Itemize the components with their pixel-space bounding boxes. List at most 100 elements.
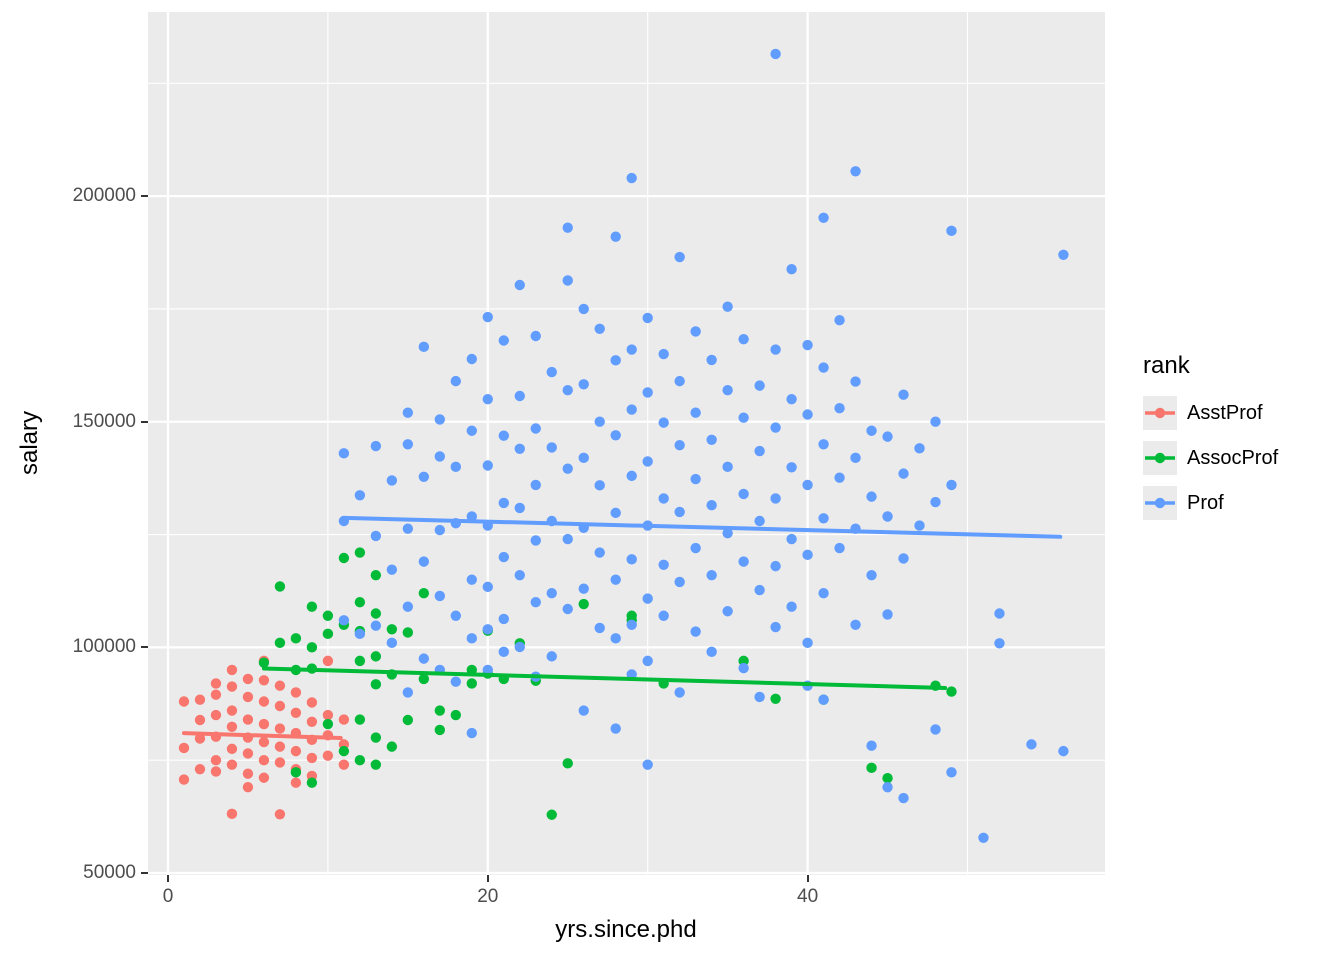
data-point-AsstProf bbox=[226, 705, 238, 716]
data-point-Prof bbox=[370, 530, 382, 542]
data-point-AsstProf bbox=[210, 678, 222, 689]
data-point-AsstProf bbox=[258, 736, 270, 748]
data-point-Prof bbox=[610, 507, 621, 519]
data-point-AssocProf bbox=[290, 633, 302, 644]
data-point-Prof bbox=[706, 500, 717, 511]
data-point-AsstProf bbox=[306, 697, 318, 708]
data-point-Prof bbox=[594, 323, 605, 334]
x-tick-mark bbox=[806, 875, 809, 882]
data-point-AsstProf bbox=[274, 723, 286, 734]
data-point-AsstProf bbox=[226, 743, 238, 755]
data-point-Prof bbox=[674, 506, 685, 518]
data-point-Prof bbox=[786, 393, 797, 405]
data-point-Prof bbox=[498, 430, 509, 441]
data-point-Prof bbox=[898, 553, 909, 564]
data-point-Prof bbox=[722, 606, 733, 617]
data-point-Prof bbox=[818, 362, 829, 373]
data-point-Prof bbox=[802, 549, 813, 561]
data-point-Prof bbox=[562, 222, 573, 233]
data-point-Prof bbox=[770, 493, 781, 504]
data-point-Prof bbox=[754, 584, 765, 596]
data-point-Prof bbox=[466, 574, 477, 585]
data-point-Prof bbox=[850, 619, 861, 630]
legend-key-icon bbox=[1143, 486, 1177, 520]
data-point-Prof bbox=[546, 651, 557, 662]
data-point-AssocProf bbox=[386, 624, 398, 635]
data-point-Prof bbox=[642, 387, 653, 398]
data-point-Prof bbox=[930, 496, 941, 508]
data-point-AsstProf bbox=[274, 700, 286, 712]
data-point-AssocProf bbox=[402, 627, 414, 638]
data-point-Prof bbox=[946, 225, 957, 237]
data-point-Prof bbox=[1058, 745, 1069, 757]
data-point-Prof bbox=[562, 384, 573, 396]
data-point-AssocProf bbox=[370, 732, 382, 743]
data-point-Prof bbox=[610, 723, 621, 734]
data-point-Prof bbox=[882, 511, 893, 522]
data-point-Prof bbox=[690, 542, 701, 554]
data-point-AssocProf bbox=[562, 758, 573, 769]
data-point-Prof bbox=[738, 662, 749, 674]
data-point-AsstProf bbox=[226, 808, 238, 820]
data-point-Prof bbox=[610, 633, 621, 644]
data-point-Prof bbox=[610, 430, 621, 441]
data-point-AssocProf bbox=[322, 628, 334, 640]
data-point-Prof bbox=[898, 468, 909, 479]
data-point-Prof bbox=[530, 423, 541, 434]
y-tick-mark bbox=[141, 420, 148, 423]
data-point-Prof bbox=[482, 460, 493, 471]
data-point-Prof bbox=[610, 355, 621, 366]
data-point-AsstProf bbox=[194, 763, 206, 775]
data-point-Prof bbox=[834, 402, 845, 414]
data-point-Prof bbox=[466, 727, 477, 739]
data-point-AsstProf bbox=[290, 745, 302, 757]
data-point-Prof bbox=[642, 312, 653, 324]
y-tick-mark bbox=[141, 646, 148, 649]
data-point-Prof bbox=[514, 569, 525, 581]
data-point-AssocProf bbox=[866, 762, 877, 774]
data-point-Prof bbox=[786, 462, 797, 473]
legend-label: AsstProf bbox=[1187, 401, 1263, 424]
data-point-Prof bbox=[994, 608, 1005, 619]
data-point-Prof bbox=[642, 655, 653, 667]
data-point-Prof bbox=[514, 641, 525, 653]
data-point-Prof bbox=[850, 452, 861, 464]
data-point-AsstProf bbox=[210, 766, 222, 777]
data-point-AssocProf bbox=[434, 705, 446, 716]
data-point-Prof bbox=[802, 479, 813, 491]
data-point-AsstProf bbox=[290, 687, 302, 698]
data-point-AssocProf bbox=[354, 597, 366, 608]
data-point-AssocProf bbox=[946, 686, 957, 697]
data-point-AssocProf bbox=[354, 655, 366, 667]
data-point-Prof bbox=[482, 311, 493, 323]
data-point-Prof bbox=[514, 390, 525, 402]
data-point-AsstProf bbox=[290, 707, 302, 718]
x-tick-mark bbox=[486, 875, 489, 882]
data-point-Prof bbox=[738, 488, 749, 500]
data-point-Prof bbox=[466, 425, 477, 436]
data-point-Prof bbox=[786, 533, 797, 545]
data-point-Prof bbox=[706, 354, 717, 366]
data-point-Prof bbox=[626, 404, 637, 415]
data-point-AssocProf bbox=[306, 777, 318, 788]
data-point-Prof bbox=[434, 414, 446, 425]
data-point-AssocProf bbox=[418, 673, 430, 685]
data-point-Prof bbox=[514, 443, 525, 455]
data-point-Prof bbox=[578, 379, 589, 390]
data-point-AsstProf bbox=[322, 655, 334, 667]
legend: rank AsstProf AssocProf Prof bbox=[1143, 352, 1343, 531]
data-point-Prof bbox=[658, 559, 669, 570]
data-point-Prof bbox=[626, 172, 637, 184]
data-point-AssocProf bbox=[418, 587, 430, 599]
data-point-AsstProf bbox=[226, 664, 238, 676]
data-point-Prof bbox=[386, 475, 398, 486]
data-point-AsstProf bbox=[338, 714, 350, 725]
data-point-AssocProf bbox=[338, 745, 350, 757]
y-tick-label: 100000 bbox=[72, 636, 136, 658]
data-point-AsstProf bbox=[242, 782, 254, 793]
data-point-Prof bbox=[882, 782, 893, 793]
data-point-Prof bbox=[610, 574, 621, 585]
legend-key-icon bbox=[1143, 396, 1177, 430]
data-point-AsstProf bbox=[274, 741, 286, 752]
